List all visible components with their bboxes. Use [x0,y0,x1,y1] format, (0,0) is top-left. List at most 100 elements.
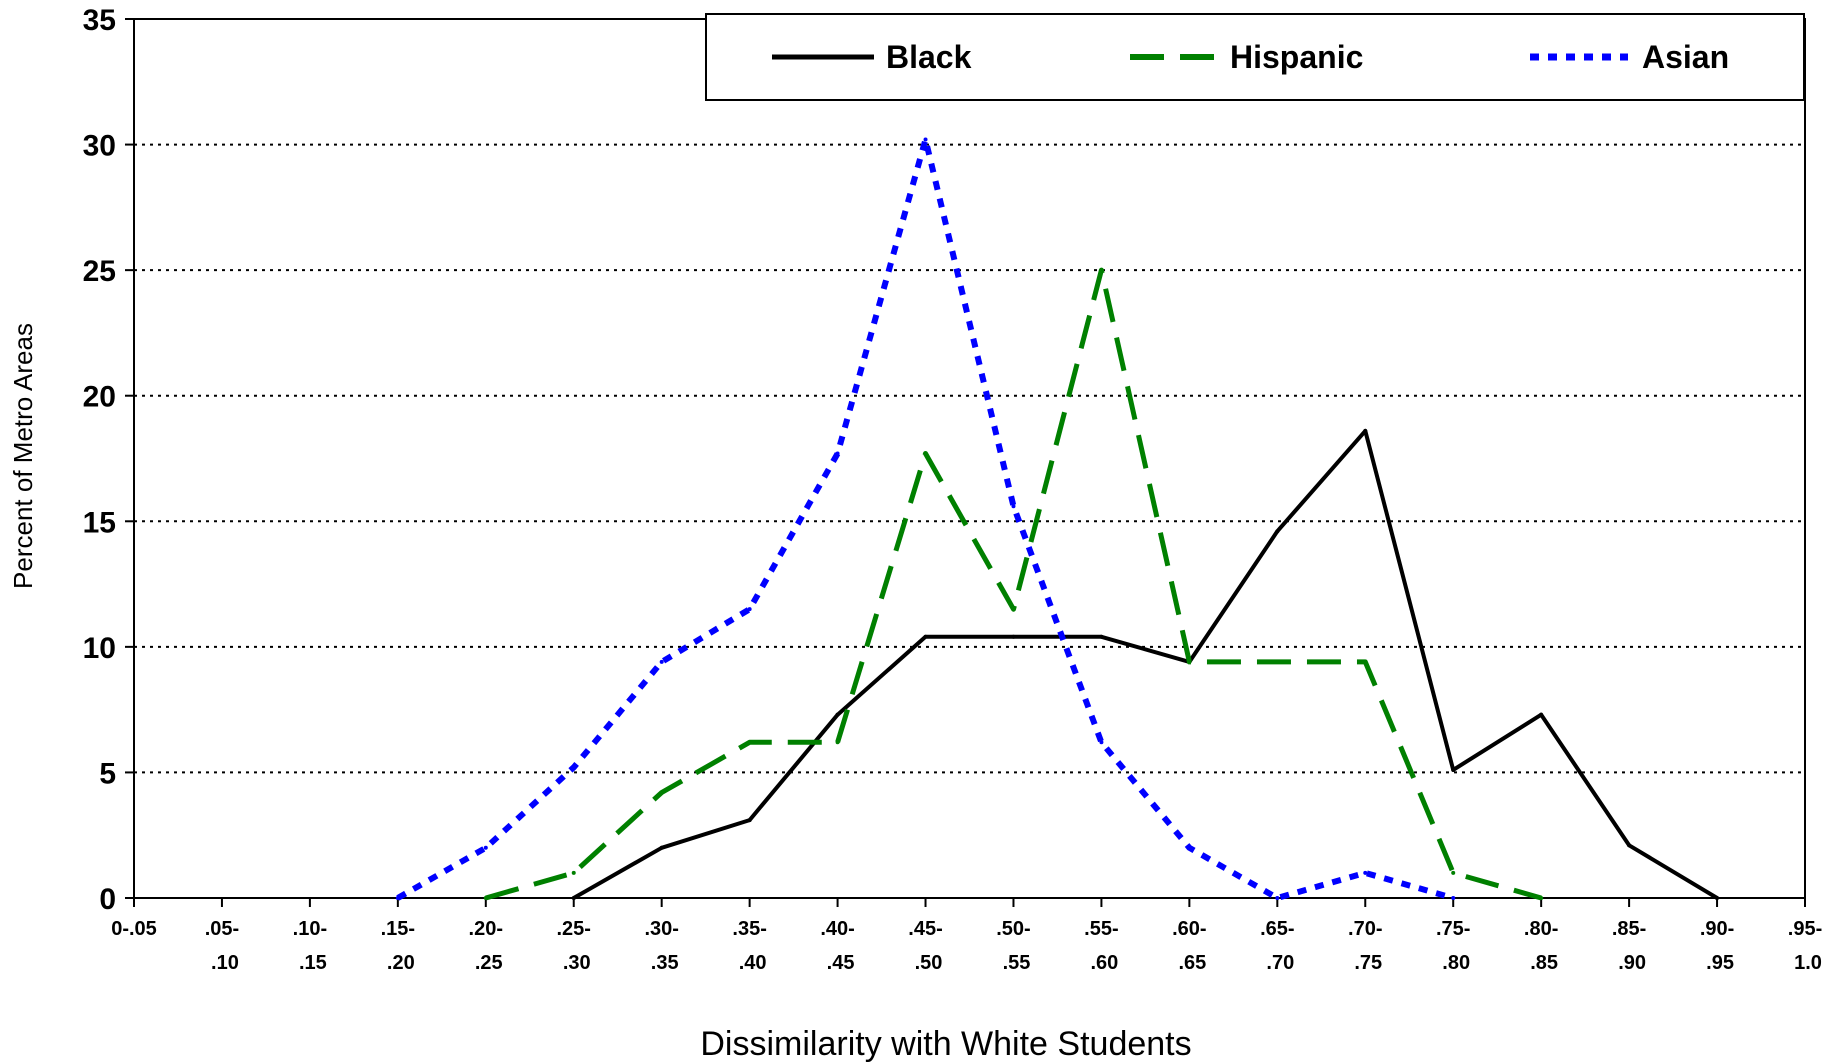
data-point-hispanic [659,790,664,795]
data-point-asian [659,659,664,664]
x-tick-label: .70 [1266,952,1294,974]
data-point-asian [747,607,752,612]
x-tick-label: .90 [1618,952,1646,974]
x-tick-label: .60- [1172,918,1206,940]
data-point-hispanic [1187,659,1192,664]
x-tick-label: .10 [211,952,239,974]
x-tick-label: .40- [820,918,854,940]
legend-label-black: Black [886,39,972,75]
data-point-asian [1275,896,1280,900]
x-tick-label: .25- [557,918,591,940]
x-tick-label: .95 [1706,952,1734,974]
data-point-black [835,712,840,717]
x-tick-label: .65- [1260,918,1294,940]
data-point-asian [835,451,840,456]
y-tick-label: 15 [83,506,116,539]
data-point-black [1627,843,1632,848]
x-tick-label: 1.0 [1794,952,1822,974]
y-tick-label: 5 [99,757,116,790]
data-point-black [1011,634,1016,639]
data-point-black [571,896,576,900]
x-tick-label: .25 [475,952,503,974]
data-point-black [747,818,752,823]
data-point-hispanic [1099,268,1104,273]
data-point-asian [1363,870,1368,875]
series-line-hispanic [485,267,1542,901]
x-tick-label: .85 [1530,952,1558,974]
data-point-black [1715,896,1720,900]
series-line-black [572,428,1719,900]
x-axis-title: Dissimilarity with White Students [700,1025,1191,1062]
x-tick-label: .70- [1348,918,1382,940]
legend-label-asian: Asian [1642,39,1729,75]
data-point-black [1451,767,1456,772]
data-point-asian [923,137,928,142]
data-point-asian [1187,845,1192,850]
legend-label-hispanic: Hispanic [1230,39,1363,75]
y-tick-label: 10 [83,632,116,665]
x-tick-label: .10- [293,918,327,940]
y-tick-label: 30 [83,130,116,163]
x-tick-label: .80 [1442,952,1470,974]
x-tick-label: .45 [827,952,855,974]
data-point-hispanic [571,870,576,875]
data-point-hispanic [483,896,488,900]
y-tick-label: 35 [83,4,116,37]
data-point-asian [395,896,400,900]
x-tick-label: .40 [739,952,767,974]
x-tick-label: .15- [381,918,415,940]
data-point-hispanic [1011,607,1016,612]
x-tick-label: .95- [1788,918,1822,940]
y-tick-label: 0 [99,883,116,916]
x-tick-label: .80- [1524,918,1558,940]
x-tick-label: .50 [915,952,943,974]
data-point-hispanic [747,740,752,745]
x-tick-label: .20- [469,918,503,940]
data-point-black [1363,428,1368,433]
data-point-hispanic [1275,659,1280,664]
data-point-black [659,845,664,850]
data-point-asian [483,845,488,850]
x-tick-label: .35 [651,952,679,974]
x-tick-label: .55 [1003,952,1031,974]
x-tick-label: .30- [644,918,678,940]
x-tick-label: .30 [563,952,591,974]
series-lines [395,136,1720,901]
x-tick-label: .15 [299,952,327,974]
data-point-black [1275,529,1280,534]
x-tick-label: .20 [387,952,415,974]
x-tick-label: .05- [205,918,239,940]
legend: Black Hispanic Asian [705,13,1805,101]
series-line-asian [396,136,1455,901]
y-axis-title: Percent of Metro Areas [8,323,38,589]
data-point-hispanic [1451,870,1456,875]
x-tick-label: .90- [1700,918,1734,940]
data-point-black [1539,712,1544,717]
data-point-black [1099,634,1104,639]
data-point-hispanic [923,451,928,456]
data-point-black [923,634,928,639]
y-tick-label: 20 [83,381,116,414]
x-tick-label: .85- [1612,918,1646,940]
data-point-hispanic [835,740,840,745]
data-point-hispanic [1539,896,1544,900]
data-point-asian [1451,896,1456,900]
x-tick-label: .75 [1354,952,1382,974]
x-tick-label: 0-.05 [111,918,157,940]
x-tick-label: .55- [1084,918,1118,940]
plot-area [133,18,1806,899]
gridlines [134,18,1805,774]
x-tick-label: .75- [1436,918,1470,940]
data-point-asian [571,765,576,770]
x-axis: 0-.05 .05- .10 .10- .15 .15- .20 .20- .25 .25- .30… [111,898,1822,974]
x-tick-label: .50- [996,918,1030,940]
x-tick-label: .65 [1178,952,1206,974]
y-axis: 0 5 10 15 20 25 30 35 [83,4,134,916]
data-point-asian [1011,504,1016,509]
x-tick-label: .35- [732,918,766,940]
x-tick-label: .45- [908,918,942,940]
data-point-hispanic [1363,659,1368,664]
y-tick-label: 25 [83,255,116,288]
